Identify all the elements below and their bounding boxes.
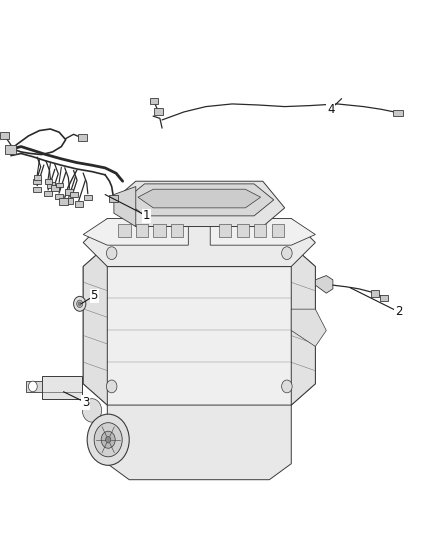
Circle shape bbox=[82, 399, 102, 422]
FancyBboxPatch shape bbox=[45, 179, 52, 183]
Polygon shape bbox=[26, 381, 42, 392]
FancyBboxPatch shape bbox=[33, 179, 41, 184]
Circle shape bbox=[94, 423, 122, 457]
FancyBboxPatch shape bbox=[55, 194, 63, 199]
FancyBboxPatch shape bbox=[78, 134, 87, 141]
Text: 5: 5 bbox=[81, 289, 98, 304]
Polygon shape bbox=[83, 219, 188, 245]
Polygon shape bbox=[219, 224, 231, 237]
Text: 3: 3 bbox=[64, 392, 89, 409]
Polygon shape bbox=[83, 245, 315, 405]
FancyBboxPatch shape bbox=[84, 195, 92, 200]
Polygon shape bbox=[272, 224, 284, 237]
FancyBboxPatch shape bbox=[34, 175, 41, 180]
Polygon shape bbox=[138, 189, 261, 208]
Circle shape bbox=[28, 381, 37, 392]
Polygon shape bbox=[42, 376, 82, 399]
FancyBboxPatch shape bbox=[56, 182, 63, 187]
Polygon shape bbox=[114, 187, 136, 227]
Polygon shape bbox=[291, 245, 315, 405]
FancyBboxPatch shape bbox=[380, 295, 388, 301]
Polygon shape bbox=[118, 224, 131, 237]
Circle shape bbox=[74, 296, 86, 311]
FancyBboxPatch shape bbox=[371, 290, 379, 296]
Circle shape bbox=[87, 414, 129, 465]
Polygon shape bbox=[291, 309, 326, 346]
Polygon shape bbox=[107, 389, 291, 480]
FancyBboxPatch shape bbox=[109, 195, 118, 201]
Polygon shape bbox=[315, 276, 333, 293]
Polygon shape bbox=[125, 184, 274, 216]
Circle shape bbox=[106, 437, 111, 443]
Polygon shape bbox=[171, 224, 183, 237]
FancyBboxPatch shape bbox=[51, 185, 59, 191]
FancyBboxPatch shape bbox=[65, 189, 73, 195]
Polygon shape bbox=[237, 224, 249, 237]
FancyBboxPatch shape bbox=[393, 109, 403, 116]
FancyBboxPatch shape bbox=[44, 191, 52, 196]
FancyBboxPatch shape bbox=[46, 182, 54, 188]
Polygon shape bbox=[153, 224, 166, 237]
Circle shape bbox=[282, 247, 292, 260]
Circle shape bbox=[77, 300, 83, 308]
Text: 1: 1 bbox=[105, 195, 151, 222]
FancyBboxPatch shape bbox=[154, 108, 163, 115]
FancyBboxPatch shape bbox=[150, 98, 158, 104]
FancyBboxPatch shape bbox=[70, 192, 78, 197]
FancyBboxPatch shape bbox=[33, 187, 41, 192]
FancyBboxPatch shape bbox=[59, 198, 68, 205]
Polygon shape bbox=[83, 219, 315, 266]
Circle shape bbox=[282, 380, 292, 393]
Polygon shape bbox=[210, 219, 315, 245]
Polygon shape bbox=[114, 181, 285, 227]
Polygon shape bbox=[83, 245, 107, 405]
Circle shape bbox=[106, 247, 117, 260]
Polygon shape bbox=[254, 224, 266, 237]
Circle shape bbox=[101, 431, 115, 448]
Circle shape bbox=[106, 380, 117, 393]
FancyBboxPatch shape bbox=[5, 145, 17, 154]
Circle shape bbox=[78, 302, 81, 305]
FancyBboxPatch shape bbox=[75, 201, 83, 207]
Polygon shape bbox=[136, 224, 148, 237]
FancyBboxPatch shape bbox=[65, 198, 73, 204]
Text: 4: 4 bbox=[327, 99, 342, 116]
FancyBboxPatch shape bbox=[0, 132, 9, 139]
Text: 2: 2 bbox=[350, 288, 403, 318]
